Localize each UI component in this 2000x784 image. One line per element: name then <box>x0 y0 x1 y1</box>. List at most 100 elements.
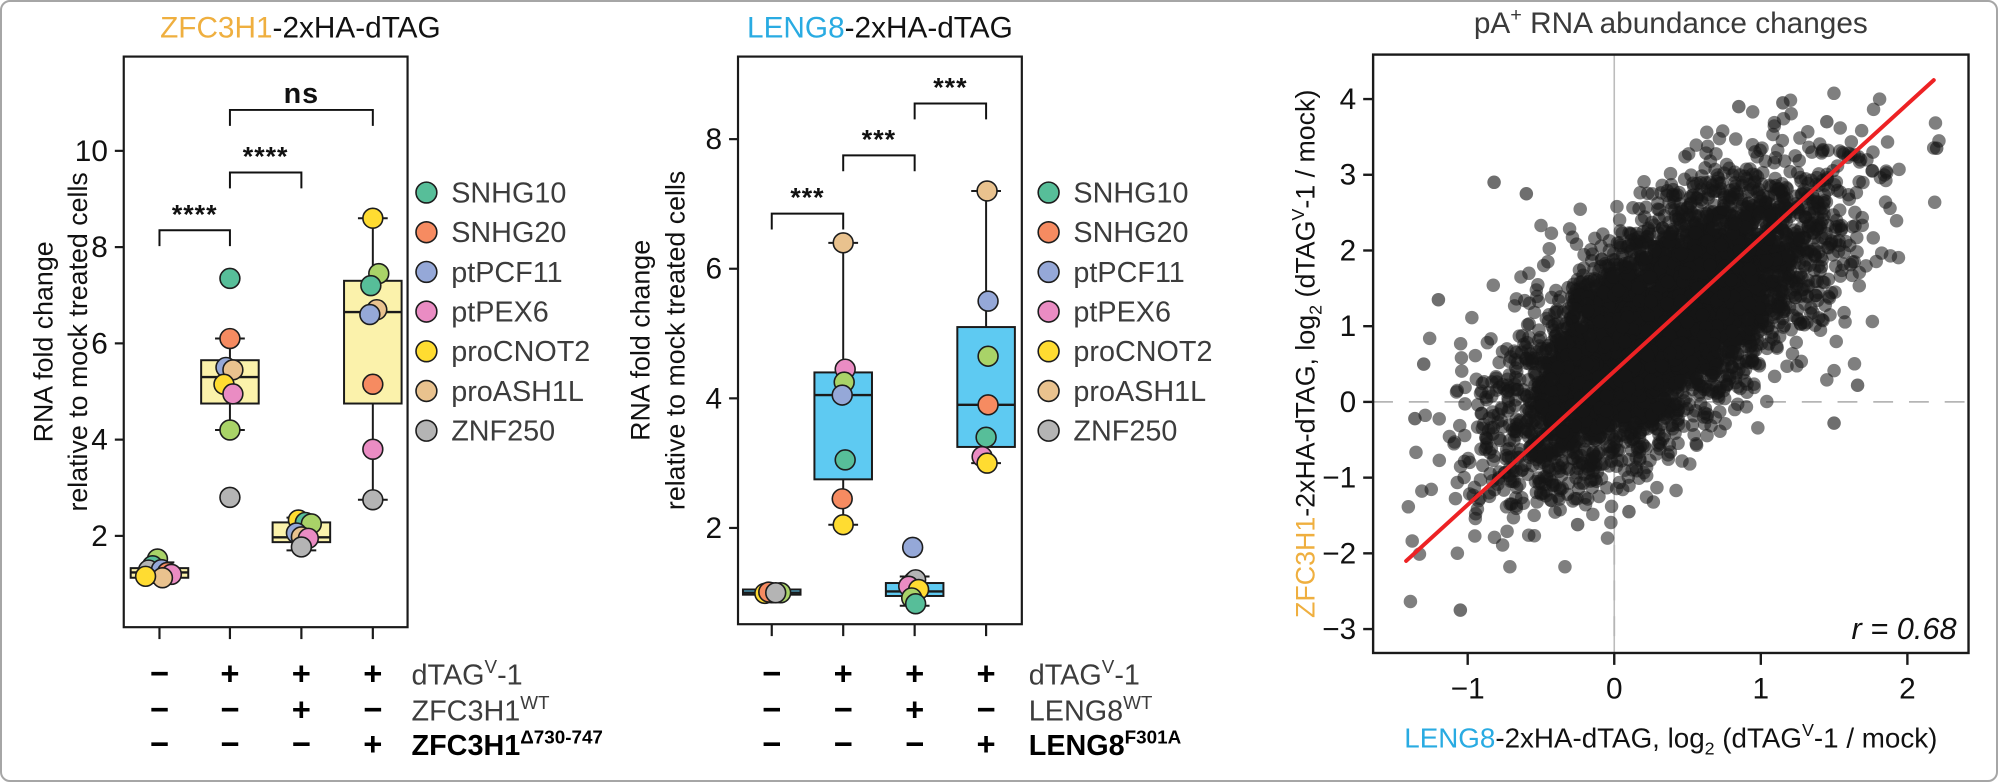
data-point <box>1486 453 1501 468</box>
data-point <box>1698 401 1713 416</box>
legend-swatch-icon <box>1037 260 1060 284</box>
legend-swatch-icon <box>1037 300 1060 323</box>
condition-symbol: − <box>905 725 924 762</box>
significance-bracket <box>842 154 916 172</box>
data-point <box>1669 483 1683 498</box>
data-point <box>362 438 384 460</box>
data-point <box>1817 188 1832 202</box>
data-point <box>1838 315 1852 329</box>
data-point <box>219 486 241 509</box>
data-point <box>1507 299 1522 313</box>
data-point <box>1448 491 1463 506</box>
data-point <box>1927 195 1942 210</box>
y-axis-label-line2: relative to mock treated cells <box>660 171 690 510</box>
legend-item: ptPEX6 <box>1037 297 1171 329</box>
data-point <box>1704 183 1718 198</box>
data-point <box>1424 482 1439 497</box>
condition-symbol: − <box>150 655 169 692</box>
data-point <box>1515 328 1530 343</box>
data-point <box>1405 534 1419 548</box>
data-point <box>1689 438 1704 453</box>
significance-bracket <box>228 108 374 126</box>
data-point <box>1422 331 1437 346</box>
condition-symbol: − <box>762 690 781 727</box>
condition-symbol: + <box>292 655 311 692</box>
data-point <box>1833 121 1847 135</box>
data-point <box>1578 497 1593 512</box>
y-tick-label: 4 <box>91 424 108 457</box>
data-point <box>1522 317 1536 331</box>
data-point <box>1489 369 1503 384</box>
data-point <box>1651 438 1665 452</box>
data-point <box>1760 394 1774 409</box>
legend-item: ptPCF11 <box>415 257 563 289</box>
data-point <box>1442 429 1457 444</box>
data-point <box>359 303 381 326</box>
data-point <box>1458 397 1472 411</box>
data-point <box>1432 453 1447 468</box>
significance-bracket <box>913 102 988 120</box>
legend-item: ZNF250 <box>415 416 555 448</box>
data-point <box>1541 254 1555 269</box>
data-point <box>1808 288 1823 303</box>
data-point <box>219 419 241 441</box>
significance-label: *** <box>862 124 896 154</box>
condition-symbol: − <box>220 725 239 762</box>
legend-item: SNHG10 <box>1037 177 1189 209</box>
data-point <box>976 180 998 202</box>
condition-symbol: − <box>150 725 169 762</box>
legend-label: proASH1L <box>1073 376 1206 408</box>
data-point <box>1928 116 1943 130</box>
data-point <box>1715 124 1730 138</box>
significance-label: **** <box>243 142 289 172</box>
condition-symbol: + <box>977 655 996 692</box>
data-point <box>1800 244 1815 258</box>
data-point <box>1639 250 1653 265</box>
data-point <box>1521 528 1536 542</box>
data-point <box>1751 421 1765 435</box>
data-point <box>1697 417 1712 431</box>
data-point <box>1622 478 1636 493</box>
data-point <box>1617 463 1632 477</box>
data-point <box>834 449 856 471</box>
data-point <box>1767 369 1782 384</box>
significance-label: *** <box>933 73 967 103</box>
data-point <box>1700 428 1714 443</box>
data-point <box>1569 465 1583 480</box>
data-point <box>1503 559 1517 574</box>
legend-item: proCNOT2 <box>1037 336 1213 368</box>
y-tick-label: 6 <box>706 253 723 286</box>
data-point <box>1869 254 1883 269</box>
data-point <box>1452 418 1467 433</box>
legend-label: SNHG10 <box>451 177 566 209</box>
legend-swatch-icon <box>415 181 438 204</box>
data-point <box>977 290 999 312</box>
data-point <box>1527 305 1542 320</box>
data-point <box>1531 277 1545 292</box>
data-point <box>1808 318 1822 332</box>
data-point <box>1516 496 1531 511</box>
data-point <box>1793 170 1808 185</box>
condition-symbol: − <box>363 690 382 727</box>
data-point <box>1698 161 1712 175</box>
legend-label: ptPEX6 <box>1073 297 1171 329</box>
condition-symbol: + <box>292 690 311 727</box>
y-tick-label: 6 <box>91 327 108 360</box>
data-point <box>1853 153 1868 167</box>
condition-symbol: + <box>977 725 996 762</box>
data-point <box>1745 138 1760 152</box>
data-point <box>1661 452 1676 466</box>
data-point <box>1872 92 1887 106</box>
y-axis-label-line2: relative to mock treated cells <box>63 172 93 511</box>
y-tick-label: 2 <box>706 512 723 545</box>
data-point <box>1624 226 1638 241</box>
data-point <box>1500 524 1514 539</box>
condition-symbol: + <box>220 655 239 692</box>
condition-symbol: + <box>905 655 924 692</box>
data-point <box>1756 188 1770 203</box>
data-point <box>1700 139 1715 154</box>
legend-item: proASH1L <box>415 376 584 408</box>
legend-label: ZNF250 <box>451 416 555 448</box>
data-point <box>1475 376 1490 391</box>
